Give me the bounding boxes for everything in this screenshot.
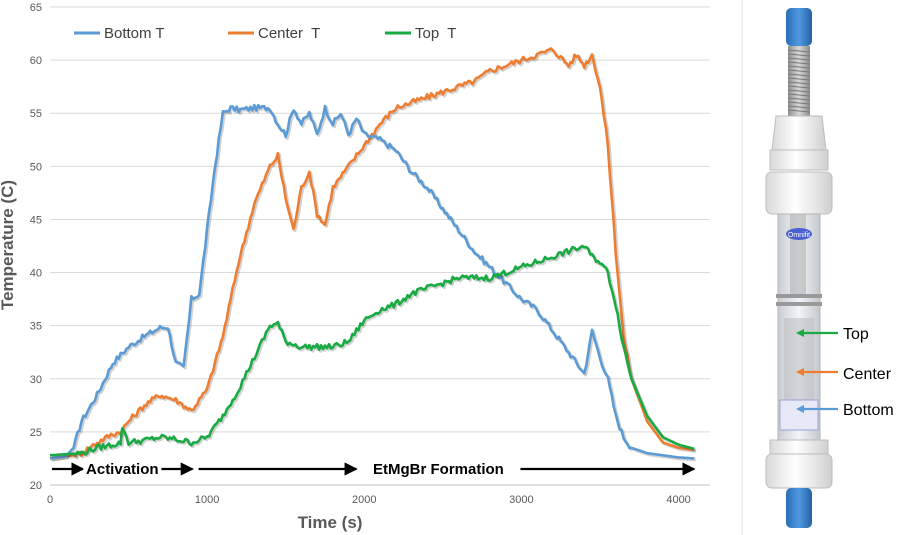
y-tick-label-20: 20 [30, 480, 42, 492]
top-cap-body [765, 171, 833, 215]
thread-line [787, 89, 811, 93]
x-tick-label-0: 0 [47, 494, 53, 506]
y-tick-label-35: 35 [30, 321, 42, 333]
series-layer [49, 47, 697, 462]
thread-line [787, 77, 811, 81]
series-line-top [49, 244, 695, 457]
y-tick-label-65: 65 [30, 2, 42, 14]
y-tick-label-60: 60 [30, 55, 42, 67]
thread-line [787, 93, 811, 97]
y-tick-label-30: 30 [30, 374, 42, 386]
thread-line [787, 85, 811, 89]
top-cap-upper [771, 115, 827, 151]
tube-badge [786, 228, 812, 240]
x-axis-title: Time (s) [298, 513, 363, 532]
tube-band-1 [776, 294, 822, 298]
top-blue-fitting [786, 8, 812, 46]
phase-annotations: Activation EtMgBr Formation [52, 460, 696, 478]
legend-label-bottom: Bottom T [104, 25, 165, 42]
callout-top-arrowhead [796, 329, 804, 337]
thread-line [787, 109, 811, 113]
x-tick-label-4000: 4000 [666, 494, 690, 506]
thread-line [787, 49, 811, 53]
inner-rod [790, 214, 806, 294]
activation-label: Activation [86, 461, 159, 478]
callout-bottom: Bottom [796, 402, 894, 419]
y-tick-label-40: 40 [30, 268, 42, 280]
tube-label-sticker [779, 399, 819, 431]
activation-label-bg [83, 460, 162, 478]
legend-item-top: Top T [385, 25, 456, 42]
thread-line [787, 57, 811, 61]
tube-badge-text: Omnifit [788, 232, 810, 239]
thread-line [787, 53, 811, 57]
top-cap-ring [769, 149, 829, 171]
callout-bottom-arrowhead [796, 405, 804, 413]
x-tick-label-3000: 3000 [509, 494, 533, 506]
thread-line [787, 73, 811, 77]
y-axis: 20 25 30 35 40 45 50 55 60 65 [30, 2, 42, 492]
thread-line [787, 97, 811, 101]
reactor-column-illustration: Omnifit Top Center [765, 8, 894, 528]
series-shadow-bottom [51, 105, 696, 462]
y-tick-label-50: 50 [30, 161, 42, 173]
tube-band-2 [776, 302, 822, 306]
callout-top: Top [796, 326, 869, 343]
y-tick-label-55: 55 [30, 108, 42, 120]
y-tick-label-25: 25 [30, 427, 42, 439]
series-line-center [49, 47, 695, 460]
callout-bottom-label: Bottom [843, 402, 894, 419]
thread-line [787, 101, 811, 105]
x-tick-label-1000: 1000 [195, 494, 219, 506]
y-tick-label-45: 45 [30, 214, 42, 226]
thread-line [787, 69, 811, 73]
thread-line [787, 81, 811, 85]
bottom-cap-ring [769, 439, 829, 455]
legend-item-bottom: Bottom T [74, 25, 165, 42]
series-line-bottom [49, 103, 695, 460]
bottom-cap-body [765, 453, 833, 489]
legend-label-top: Top T [415, 25, 456, 42]
legend-item-center: Center T [228, 25, 320, 42]
legend-label-center: Center T [258, 25, 320, 42]
series-shadow-center [51, 48, 696, 462]
x-axis: 0 1000 2000 3000 4000 [47, 484, 710, 506]
top-threaded-rod [788, 46, 810, 116]
top-thread-lines [787, 49, 811, 113]
formation-label: EtMgBr Formation [373, 461, 504, 478]
callout-center-label: Center [843, 366, 892, 383]
thread-line [787, 105, 811, 109]
x-tick-label-2000: 2000 [352, 494, 376, 506]
bottom-blue-fitting [786, 488, 812, 528]
callout-center: Center [796, 366, 892, 383]
legend: Bottom T Center T Top T [74, 25, 456, 42]
grid [50, 6, 710, 486]
thread-line [787, 61, 811, 65]
thread-line [787, 65, 811, 69]
callout-top-label: Top [843, 326, 869, 343]
callout-center-arrowhead [796, 368, 804, 376]
y-axis-title: Temperature (C) [0, 180, 17, 310]
